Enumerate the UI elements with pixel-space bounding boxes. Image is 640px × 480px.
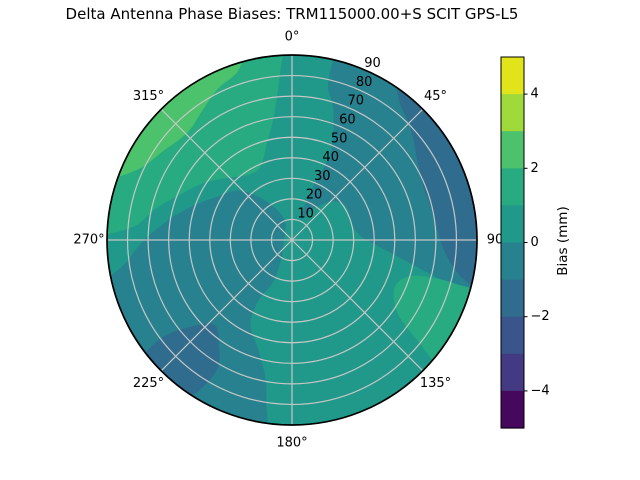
contour-region-northwest-green — [106, 54, 283, 235]
theta-tick-label-90: 90 — [487, 233, 504, 248]
radial-tick-label-50: 50 — [331, 131, 348, 146]
colorbar-segment-9 — [501, 390, 524, 429]
colorbar-segment-5 — [501, 242, 524, 281]
colorbar-segment-8 — [501, 353, 524, 392]
theta-tick-label-45: 45° — [424, 89, 447, 104]
colorbar-segment-3 — [501, 168, 524, 206]
colorbar-segment-7 — [501, 316, 524, 355]
radial-tick-labels: 10 20 30 40 50 60 70 80 90 — [297, 56, 380, 221]
colorbar-axis-label: Bias (mm) — [555, 206, 571, 276]
colorbar-tick-label-0: 0 — [531, 235, 539, 250]
grid-spoke-315 — [160, 108, 293, 241]
radial-tick-label-10: 10 — [297, 206, 314, 221]
colorbar-segment-6 — [501, 279, 524, 318]
radial-tick-label-60: 60 — [339, 113, 356, 128]
colorbar-segment-1 — [501, 94, 524, 132]
grid-spoke-45 — [291, 108, 424, 241]
theta-tick-labels: 0° 45° 90 135° 180° 225° 270° 315° — [73, 30, 503, 451]
chart-title: Delta Antenna Phase Biases: TRM115000.00… — [65, 5, 519, 23]
polar-rim — [106, 54, 478, 426]
contour-region-northwest-rim-bright-green — [108, 54, 244, 178]
contour-region-southeast-green-blob — [393, 275, 478, 369]
radial-tick-label-70: 70 — [348, 94, 365, 109]
theta-tick-label-180: 180° — [276, 436, 307, 451]
radial-tick-label-90: 90 — [364, 56, 381, 71]
contour-region-southwest-blue-blob — [138, 323, 220, 401]
colorbar: 4 2 0 −2 −4 — [500, 56, 550, 429]
colorbar-tick-label-2: 2 — [531, 161, 539, 176]
radial-tick-label-40: 40 — [322, 150, 339, 165]
radial-tick-label-30: 30 — [314, 169, 331, 184]
colorbar-segment-0 — [501, 57, 524, 95]
grid-spoke-135 — [291, 239, 424, 372]
radial-tick-label-80: 80 — [356, 75, 373, 90]
contour-region-east-rim-blue — [395, 77, 478, 288]
theta-tick-label-225: 225° — [133, 376, 164, 391]
theta-tick-label-315: 315° — [133, 89, 164, 104]
grid-spoke-225 — [160, 239, 293, 372]
polar-grid — [107, 55, 477, 425]
colorbar-tick-label--2: −2 — [531, 309, 550, 324]
theta-tick-label-0: 0° — [285, 30, 300, 45]
theta-tick-label-135: 135° — [420, 376, 451, 391]
colorbar-segment-4 — [501, 205, 524, 244]
colorbar-tick-label--4: −4 — [531, 383, 550, 398]
radial-tick-label-20: 20 — [306, 188, 323, 203]
theta-tick-label-270: 270° — [73, 233, 104, 248]
colorbar-tick-label-4: 4 — [531, 87, 539, 102]
colorbar-segment-2 — [501, 131, 524, 169]
